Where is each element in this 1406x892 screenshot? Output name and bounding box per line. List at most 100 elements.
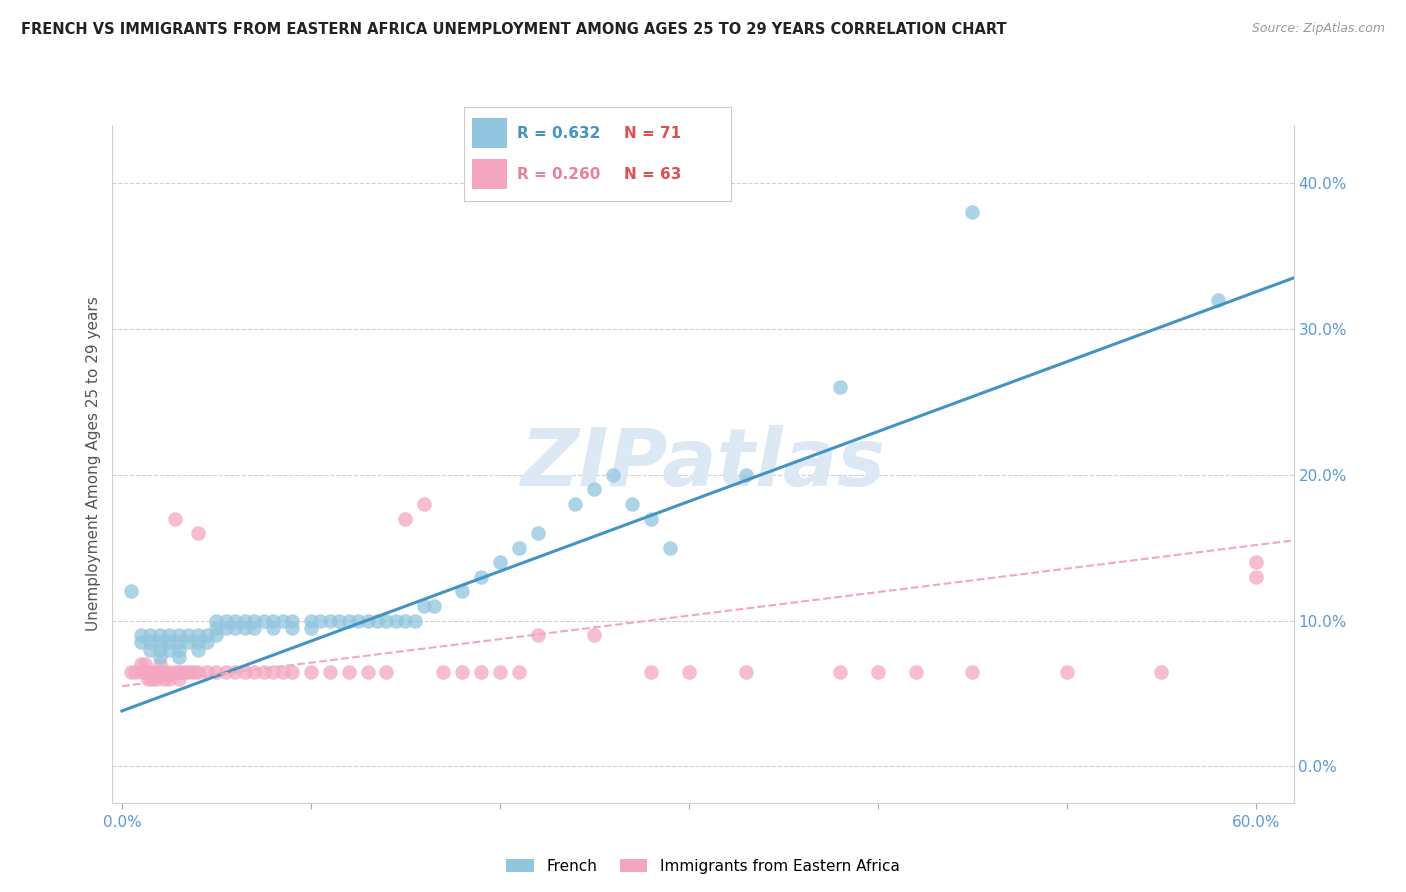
Point (149, 628, 172, 642)
Point (262, 621, 284, 635)
Point (366, 614, 388, 628)
Point (141, 665, 163, 679)
Point (177, 635, 200, 649)
Point (253, 665, 276, 679)
Point (167, 635, 190, 649)
Point (129, 657, 152, 672)
Text: FRENCH VS IMMIGRANTS FROM EASTERN AFRICA UNEMPLOYMENT AMONG AGES 25 TO 29 YEARS : FRENCH VS IMMIGRANTS FROM EASTERN AFRICA… (21, 22, 1007, 37)
Point (375, 614, 398, 628)
Point (271, 665, 294, 679)
Point (167, 665, 190, 679)
Point (224, 614, 246, 628)
Point (1150, 665, 1173, 679)
Point (319, 665, 342, 679)
Point (195, 665, 218, 679)
Point (678, 665, 700, 679)
Point (299, 621, 322, 635)
Text: Source: ZipAtlas.com: Source: ZipAtlas.com (1251, 22, 1385, 36)
Point (583, 483, 606, 497)
Point (233, 614, 256, 628)
Point (233, 665, 256, 679)
Point (962, 205, 984, 219)
Point (186, 628, 208, 642)
Text: N = 71: N = 71 (624, 126, 682, 141)
Point (224, 665, 246, 679)
Point (432, 665, 454, 679)
Point (167, 672, 190, 686)
Point (508, 541, 530, 555)
Point (243, 621, 266, 635)
Point (470, 665, 492, 679)
Point (281, 665, 304, 679)
Point (243, 614, 266, 628)
Point (149, 650, 172, 665)
Legend: French, Immigrants from Eastern Africa: French, Immigrants from Eastern Africa (501, 853, 905, 880)
Point (138, 672, 160, 686)
Y-axis label: Unemployment Among Ages 25 to 29 years: Unemployment Among Ages 25 to 29 years (86, 296, 101, 632)
Point (205, 665, 228, 679)
Point (149, 657, 172, 672)
Point (262, 614, 284, 628)
Point (139, 635, 162, 649)
Point (281, 614, 304, 628)
Point (215, 614, 238, 628)
Point (866, 665, 889, 679)
Point (602, 467, 624, 482)
Point (145, 665, 167, 679)
Text: N = 63: N = 63 (624, 167, 682, 182)
Point (195, 635, 218, 649)
Point (564, 497, 586, 511)
Point (640, 511, 662, 525)
Point (640, 665, 662, 679)
Point (828, 380, 851, 394)
Point (299, 614, 322, 628)
Point (120, 665, 142, 679)
Point (526, 628, 548, 642)
Point (394, 511, 416, 525)
Point (174, 665, 197, 679)
Point (658, 541, 681, 555)
Point (470, 570, 492, 584)
Point (152, 672, 174, 686)
Text: ZIPatlas: ZIPatlas (520, 425, 886, 503)
Point (157, 642, 180, 657)
Point (962, 665, 984, 679)
Point (385, 614, 408, 628)
Point (337, 614, 360, 628)
Point (451, 584, 474, 599)
Point (1056, 665, 1078, 679)
Point (179, 665, 201, 679)
Point (526, 526, 548, 541)
Point (205, 628, 228, 642)
Point (319, 614, 342, 628)
Point (337, 665, 360, 679)
Point (167, 642, 190, 657)
Point (413, 599, 436, 613)
Point (621, 497, 644, 511)
Point (177, 628, 200, 642)
Point (413, 497, 436, 511)
Point (215, 665, 238, 679)
Point (129, 628, 152, 642)
Point (129, 665, 152, 679)
Point (1206, 293, 1229, 307)
Point (451, 665, 474, 679)
Point (215, 621, 238, 635)
Point (134, 665, 156, 679)
Point (167, 650, 190, 665)
Point (163, 665, 186, 679)
Point (224, 621, 246, 635)
Point (186, 526, 208, 541)
Point (157, 665, 180, 679)
Text: R = 0.260: R = 0.260 (517, 167, 600, 182)
Point (583, 628, 606, 642)
Point (157, 628, 180, 642)
Point (172, 665, 194, 679)
Point (186, 665, 208, 679)
Point (1244, 570, 1267, 584)
Point (205, 621, 228, 635)
Point (356, 614, 378, 628)
Point (167, 628, 190, 642)
Point (375, 665, 398, 679)
Point (157, 672, 180, 686)
